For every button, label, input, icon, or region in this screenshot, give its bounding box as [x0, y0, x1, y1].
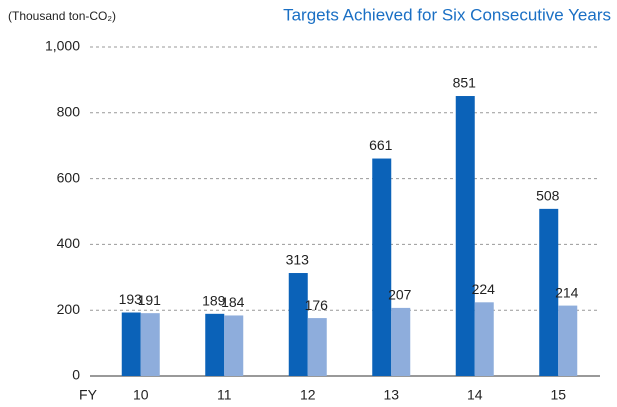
bar: [140, 313, 160, 376]
y-tick-label: 600: [57, 169, 81, 185]
data-label: 224: [472, 281, 496, 297]
y-tick-label: 1,000: [45, 38, 80, 54]
data-label: 214: [555, 284, 579, 300]
x-tick-label: 12: [300, 387, 316, 403]
x-tick-label: 11: [217, 387, 232, 403]
y-tick-label: 200: [57, 301, 81, 317]
bar: [455, 96, 475, 377]
data-label: 176: [305, 297, 329, 313]
x-tick-label: 14: [467, 387, 483, 403]
bar: [205, 313, 225, 376]
data-label: 193: [119, 291, 143, 307]
bar: [539, 208, 559, 376]
x-tick-label: 10: [133, 387, 149, 403]
y-tick-label: 800: [57, 104, 81, 120]
bar: [288, 273, 308, 376]
x-tick-label: 13: [383, 387, 399, 403]
bar: [224, 315, 244, 376]
chart-title: Targets Achieved for Six Consecutive Yea…: [283, 5, 611, 24]
data-label: 207: [388, 287, 412, 303]
x-tick-label: 15: [550, 387, 566, 403]
bar: [474, 302, 494, 376]
data-label: 313: [286, 252, 310, 268]
bar: [372, 158, 392, 376]
x-axis-label: FY: [79, 387, 98, 403]
data-label: 851: [453, 75, 477, 91]
bar: [307, 318, 327, 376]
y-tick-label: 0: [72, 367, 80, 383]
bar: [121, 312, 141, 376]
bar: [558, 305, 578, 376]
data-label: 508: [536, 188, 560, 204]
y-tick-label: 400: [57, 235, 81, 251]
bar: [391, 307, 411, 376]
data-label: 189: [202, 293, 226, 309]
data-label: 184: [221, 294, 245, 310]
data-label: 661: [369, 137, 393, 153]
y-axis-label: (Thousand ton-CO₂): [8, 9, 116, 23]
data-label: 191: [138, 292, 162, 308]
